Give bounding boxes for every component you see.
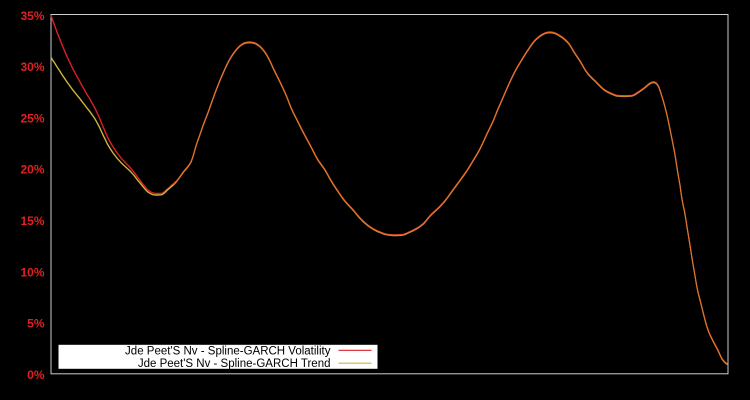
- svg-text:10%: 10%: [20, 265, 44, 279]
- svg-text:5%: 5%: [27, 317, 45, 331]
- svg-text:20%: 20%: [20, 163, 44, 177]
- svg-text:Jde Peet'S Nv - Spline-GARCH T: Jde Peet'S Nv - Spline-GARCH Trend: [138, 358, 331, 370]
- svg-text:25%: 25%: [20, 111, 44, 125]
- svg-text:35%: 35%: [20, 9, 44, 23]
- svg-text:30%: 30%: [20, 60, 44, 74]
- svg-text:Jde Peet'S Nv - Spline-GARCH V: Jde Peet'S Nv - Spline-GARCH Volatility: [125, 345, 331, 357]
- svg-text:0%: 0%: [27, 368, 45, 382]
- svg-text:15%: 15%: [20, 214, 44, 228]
